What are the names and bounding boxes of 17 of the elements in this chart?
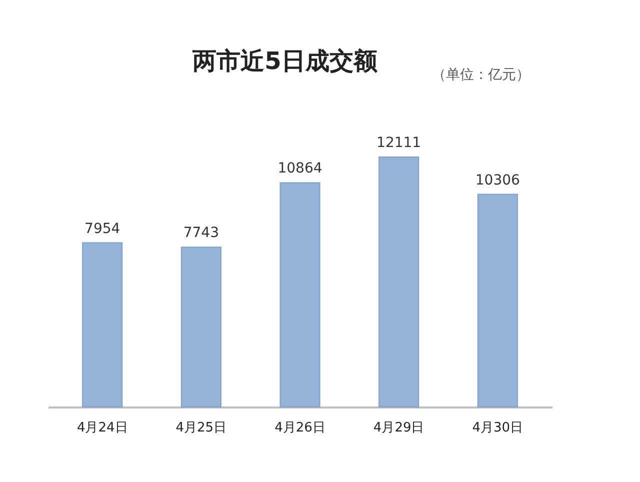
bar (280, 182, 320, 408)
x-tick-label: 4月29日 (373, 420, 424, 436)
x-tick-label: 4月26日 (274, 420, 326, 436)
data-label: 12111 (376, 135, 422, 151)
data-label: 10864 (278, 160, 322, 177)
data-label: 7743 (183, 225, 219, 242)
x-tick-label: 4月25日 (176, 420, 227, 436)
bar (378, 156, 420, 408)
text: （单位：亿元） (432, 66, 530, 84)
bar (477, 194, 518, 408)
x-tick-label: 4月24日 (76, 420, 128, 436)
bar (82, 242, 123, 408)
data-label: 7954 (84, 220, 120, 237)
data-label: 10306 (475, 172, 520, 188)
x-tick-label: 4月30日 (472, 420, 524, 436)
chart-title: 两市近5日成交额 (192, 47, 378, 75)
bar (180, 246, 222, 408)
